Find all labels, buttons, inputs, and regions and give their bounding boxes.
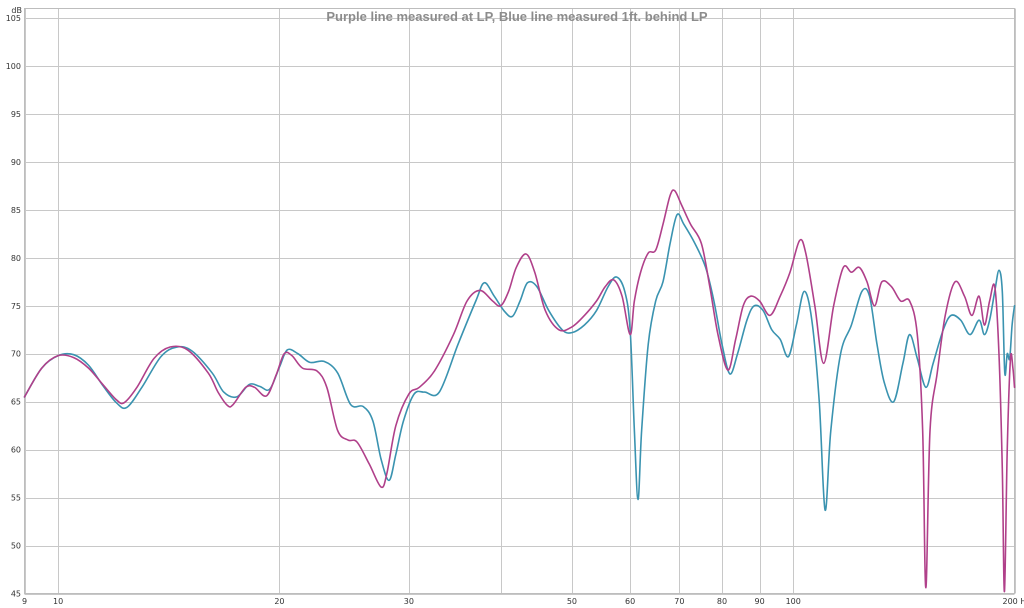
x-tick-label: 60 bbox=[625, 597, 635, 606]
y-tick-label: 80 bbox=[11, 254, 21, 263]
x-tick-label: 70 bbox=[674, 597, 684, 606]
plot-frame bbox=[24, 8, 1015, 594]
series-line-purple bbox=[23, 189, 1016, 593]
y-tick-label: 105 bbox=[6, 14, 21, 23]
y-tick-label: 85 bbox=[11, 206, 21, 215]
x-tick-label: 80 bbox=[717, 597, 727, 606]
x-tick-label: 200 Hz bbox=[1003, 597, 1024, 606]
x-tick-label: 100 bbox=[786, 597, 801, 606]
y-tick-label: 90 bbox=[11, 158, 21, 167]
y-axis-label: dB bbox=[11, 6, 22, 15]
y-tick-label: 55 bbox=[11, 494, 21, 503]
y-tick-label: 50 bbox=[11, 542, 21, 551]
y-tick-label: 75 bbox=[11, 302, 21, 311]
x-tick-label: 30 bbox=[404, 597, 414, 606]
x-tick-label: 90 bbox=[754, 597, 764, 606]
y-tick-label: 65 bbox=[11, 398, 21, 407]
tick-labels: 45 50 55 60 65 70 75 80 85 90 95 100 105 9 10 20 30 50 60 7… bbox=[6, 14, 1024, 606]
x-tick-label: 10 bbox=[53, 597, 63, 606]
y-tick-label: 100 bbox=[6, 62, 21, 71]
series-group bbox=[23, 189, 1016, 593]
x-tick-label: 50 bbox=[567, 597, 577, 606]
y-tick-label: 60 bbox=[11, 446, 21, 455]
y-tick-label: 45 bbox=[11, 590, 21, 599]
chart-title: Purple line measured at LP, Blue line me… bbox=[326, 9, 708, 24]
x-tick-label: 9 bbox=[22, 597, 27, 606]
x-tick-label: 20 bbox=[274, 597, 284, 606]
y-tick-label: 70 bbox=[11, 350, 21, 359]
y-tick-label: 95 bbox=[11, 110, 21, 119]
